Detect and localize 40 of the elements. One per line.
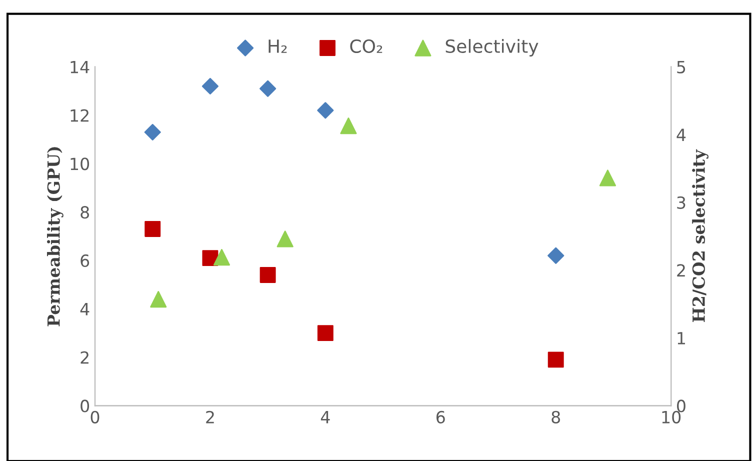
point <box>340 118 357 134</box>
point <box>317 325 334 342</box>
legend-label: CO₂ <box>350 39 382 54</box>
y2-tick-label: 4 <box>676 128 686 141</box>
x-tick-label: 8 <box>552 410 560 424</box>
point <box>202 250 218 266</box>
point <box>317 102 334 119</box>
point <box>276 230 294 248</box>
y-tick-label: 12 <box>70 109 88 122</box>
point <box>548 352 564 368</box>
y-axis-title: Permeability (GPU) <box>47 147 64 326</box>
point <box>260 267 276 283</box>
y-tick-label: 4 <box>80 303 90 316</box>
y2-tick-label: 0 <box>677 400 686 412</box>
point <box>213 248 230 266</box>
y-tick-label: 14 <box>70 61 90 74</box>
x-tick-label: 10 <box>662 410 681 424</box>
y2-tick-label: 2 <box>677 264 685 276</box>
point <box>202 78 219 95</box>
y2-axis-title: H2/CO2 selectivity <box>692 149 708 322</box>
y-tick-label: 8 <box>80 206 89 219</box>
y-tick-label: 2 <box>80 351 88 364</box>
point <box>150 290 167 308</box>
y2-tick-label: 3 <box>677 196 686 209</box>
y2-tick-label: 5 <box>677 61 686 74</box>
y-tick-label: 0 <box>80 400 90 412</box>
x-tick-label: 0 <box>90 410 100 424</box>
legend-label: H₂ <box>268 40 287 53</box>
point <box>599 170 616 186</box>
point <box>260 80 276 97</box>
y2-tick-label: 1 <box>678 332 685 344</box>
point <box>144 221 161 237</box>
point <box>548 247 564 264</box>
x-tick-label: 4 <box>320 411 330 424</box>
x-tick-label: 6 <box>436 410 445 424</box>
x-tick-label: 2 <box>206 410 214 424</box>
legend-label: Selectivity <box>446 39 538 57</box>
y-tick-label: 10 <box>70 158 90 170</box>
point <box>144 124 161 140</box>
y-tick-label: 6 <box>80 254 90 268</box>
